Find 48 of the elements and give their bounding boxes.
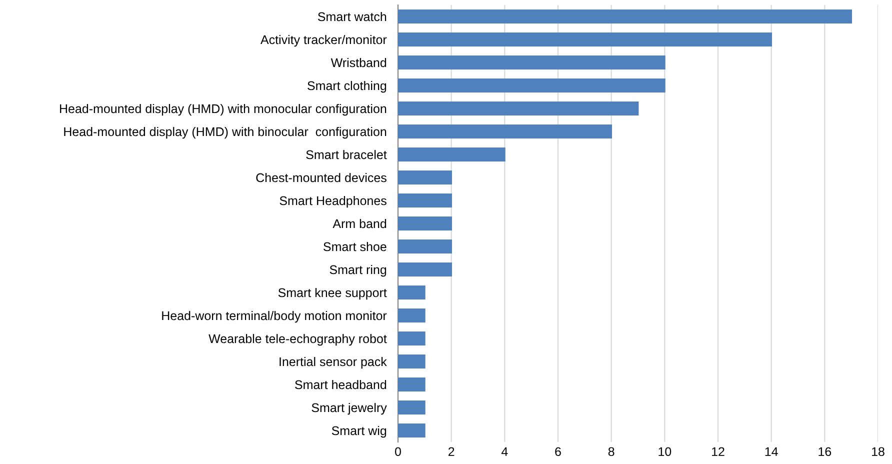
bar bbox=[398, 331, 426, 346]
x-tick-label: 8 bbox=[608, 447, 614, 456]
y-tick-label: Head-worn terminal/body motion monitor bbox=[162, 310, 387, 323]
x-tick-label: 6 bbox=[555, 447, 561, 456]
bar bbox=[398, 9, 852, 24]
y-tick-label: Wearable tele-echography robot bbox=[208, 334, 387, 346]
y-tick-label: Arm band bbox=[332, 218, 386, 228]
y-tick-label: Smart jewelry bbox=[312, 402, 387, 415]
bar bbox=[398, 262, 452, 277]
bar bbox=[398, 55, 666, 70]
y-tick-label: Smart clothing bbox=[308, 80, 386, 93]
bar bbox=[398, 32, 772, 47]
bar bbox=[398, 308, 426, 323]
y-tick-label: Chest-mounted devices bbox=[256, 172, 386, 182]
bar bbox=[398, 193, 452, 208]
y-tick-label: Smart wig bbox=[332, 426, 386, 438]
y-tick-label: Smart Headphones bbox=[280, 196, 386, 208]
y-tick-label: Smart headband bbox=[295, 380, 386, 390]
y-tick-label: Smart shoe bbox=[324, 242, 386, 252]
x-tick-label: 10 bbox=[658, 447, 672, 456]
bar bbox=[398, 124, 612, 139]
bar bbox=[398, 354, 426, 369]
bar bbox=[398, 170, 452, 185]
bar bbox=[398, 423, 426, 438]
x-tick-label: 16 bbox=[818, 447, 832, 456]
x-tick-label: 12 bbox=[712, 447, 724, 456]
x-tick-label: 14 bbox=[765, 447, 778, 456]
bar bbox=[398, 78, 666, 93]
y-tick-label: Activity tracker/monitor bbox=[260, 34, 387, 47]
x-tick-label: 18 bbox=[872, 447, 884, 456]
bar bbox=[398, 239, 452, 254]
bar bbox=[398, 147, 506, 162]
bar bbox=[398, 216, 452, 231]
y-tick-label: Smart bracelet bbox=[306, 150, 387, 160]
y-tick-label: Smart knee support bbox=[278, 288, 387, 300]
y-tick-label: Smart watch bbox=[318, 12, 386, 22]
x-tick-label: 4 bbox=[501, 447, 508, 456]
bar bbox=[398, 285, 426, 300]
bar bbox=[398, 101, 639, 116]
x-tick-label: 2 bbox=[448, 447, 454, 456]
y-tick-label: Wristband bbox=[330, 58, 386, 68]
x-tick-label: 0 bbox=[395, 447, 401, 456]
y-tick-label: Smart ring bbox=[330, 264, 386, 277]
y-tick-label: Head-mounted display (HMD) with binocular configuration bbox=[64, 126, 386, 139]
bar bbox=[398, 400, 426, 415]
y-tick-label: Head-mounted display (HMD) with monocular configuration bbox=[60, 104, 386, 116]
bar bbox=[398, 377, 426, 392]
y-tick-label: Inertial sensor pack bbox=[280, 356, 387, 369]
